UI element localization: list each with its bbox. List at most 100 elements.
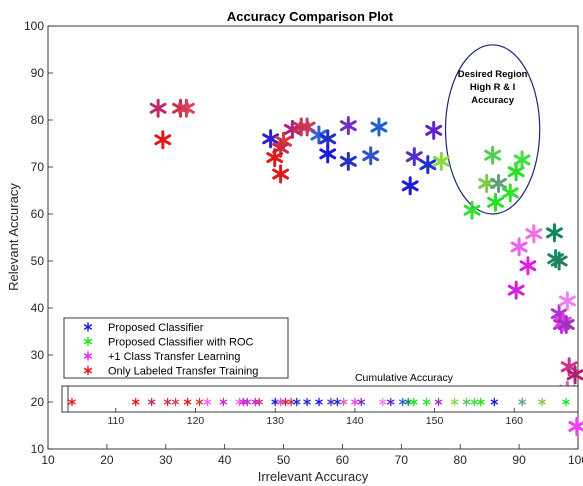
x-tick-label: 90	[512, 453, 526, 467]
x-axis-ticks: 10 20 30 40 50 60 70 80 90 100	[41, 444, 583, 467]
inset-point	[357, 397, 366, 407]
x-tick-label: 60	[336, 453, 350, 467]
inset-frame	[61, 385, 579, 413]
y-tick-label: 30	[31, 348, 45, 362]
scatter-point	[283, 119, 301, 139]
scatter-point	[154, 130, 172, 150]
scatter-point	[425, 120, 443, 140]
inset-tick-label: 130	[266, 415, 284, 427]
scatter-point	[490, 173, 507, 193]
inset-point	[351, 397, 359, 407]
desired-region-ellipse	[444, 44, 541, 215]
scatter-point	[568, 416, 583, 436]
y-tick-label: 50	[31, 254, 45, 268]
inset-point	[163, 397, 172, 407]
inset-point	[562, 397, 570, 407]
scatter-point	[339, 151, 357, 171]
scatter-point	[550, 251, 568, 271]
inset-point	[131, 397, 140, 407]
inset-point	[470, 397, 479, 407]
chart-title: Accuracy Comparison Plot	[227, 9, 394, 24]
inset-point	[327, 397, 335, 407]
legend: Proposed Classifier Proposed Classifier w…	[63, 317, 289, 379]
x-tick-label: 100	[568, 453, 583, 467]
y-tick-label: 20	[31, 395, 45, 409]
inset-tick-label: 110	[107, 415, 124, 427]
inset-point	[281, 397, 290, 407]
inset-point	[410, 397, 418, 407]
y-axis-ticks: 10 20 30 40 50 60 70 80 90 100	[24, 19, 53, 456]
scatter-point	[566, 365, 583, 385]
inset-points	[68, 397, 570, 407]
scatter-point	[362, 146, 380, 166]
x-tick-label: 40	[218, 453, 232, 467]
inset-point	[434, 397, 443, 407]
scatter-point	[419, 155, 437, 175]
plot-frame	[47, 25, 579, 450]
scatter-point	[319, 144, 337, 164]
scatter-point	[262, 129, 280, 149]
inset-point	[477, 397, 485, 407]
x-axis-label: Irrelevant Accuracy	[258, 469, 369, 484]
scatter-point	[507, 162, 525, 182]
y-axis-label: Relevant Accuracy	[6, 183, 21, 291]
scatter-point	[405, 147, 423, 167]
scatter-point	[558, 291, 576, 311]
inset-point	[398, 397, 407, 407]
inset-tick-label: 120	[187, 415, 205, 427]
legend-label: Proposed Classifier	[108, 322, 204, 334]
inset-point	[303, 397, 311, 407]
scatter-point	[507, 280, 525, 300]
inset-title: Cumulative Accuracy	[355, 372, 454, 384]
inset-tick-label: 160	[505, 415, 523, 427]
scatter-point	[463, 200, 481, 220]
legend-box	[63, 317, 289, 379]
x-tick-label: 20	[100, 453, 114, 467]
scatter-point	[484, 145, 502, 165]
scatter-point	[266, 148, 284, 168]
scatter-point	[546, 223, 563, 243]
inset-point	[339, 397, 348, 407]
inset-point	[171, 397, 180, 407]
x-tick-label: 80	[454, 453, 468, 467]
inset-point	[147, 397, 156, 407]
inset-point	[203, 397, 212, 407]
scatter-point	[432, 151, 450, 171]
inset-point	[404, 397, 413, 407]
scatter-point	[401, 176, 419, 196]
legend-label: +1 Class Transfer Learning	[108, 351, 240, 363]
inset-point	[378, 397, 387, 407]
legend-marker	[83, 365, 93, 376]
scatter-point	[519, 256, 537, 276]
scatter-point	[339, 116, 357, 136]
y-tick-label: 100	[24, 19, 44, 33]
y-tick-label: 70	[31, 160, 45, 174]
x-tick-label: 10	[41, 453, 55, 467]
inset-point	[183, 397, 192, 407]
scatter-point	[272, 164, 290, 184]
inset-point	[490, 397, 499, 407]
y-tick-label: 80	[31, 113, 45, 127]
scatter-point	[487, 192, 504, 212]
inset-point	[292, 397, 301, 407]
scatter-point	[510, 237, 528, 257]
desired-region-annotation: Desired Region High R & I Accuracy	[444, 44, 541, 215]
scatter-point	[177, 98, 195, 118]
y-tick-label: 10	[31, 442, 45, 456]
legend-marker	[83, 322, 93, 332]
x-tick-label: 50	[277, 453, 291, 467]
scatter-point	[370, 117, 388, 137]
inset-point	[315, 397, 323, 407]
inset-point	[287, 397, 295, 407]
legend-marker	[83, 336, 93, 347]
inset-tick-label: 140	[346, 415, 364, 427]
inset-point	[422, 397, 431, 407]
y-tick-label: 60	[31, 207, 45, 221]
inset-ticks: 110 120 130 140 150 160	[107, 408, 523, 427]
x-tick-label: 70	[395, 453, 409, 467]
legend-marker	[83, 351, 93, 361]
x-tick-label: 30	[159, 453, 173, 467]
legend-label: Only Labeled Transfer Training	[108, 366, 258, 378]
y-tick-label: 90	[31, 66, 45, 80]
